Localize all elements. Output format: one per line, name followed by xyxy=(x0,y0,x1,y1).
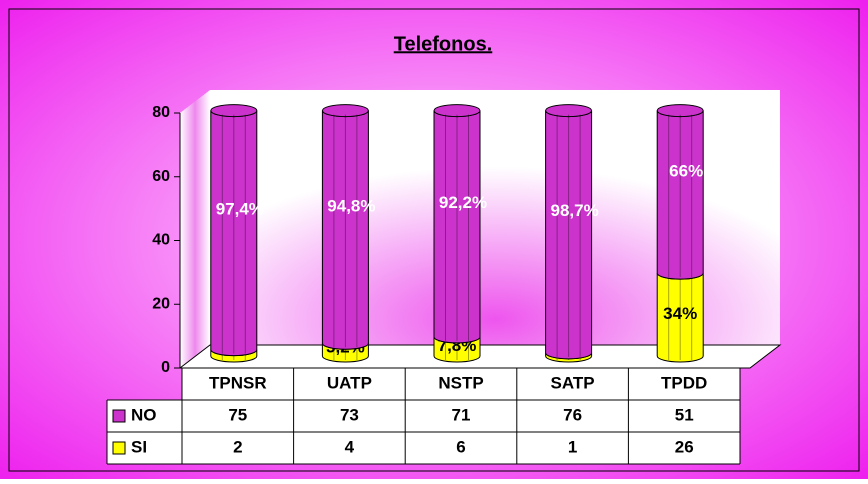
legend-label: SI xyxy=(131,437,147,456)
value-label: 34% xyxy=(663,304,697,323)
side-wall xyxy=(180,90,210,368)
chart-title: Telefonos. xyxy=(394,33,493,55)
x-tick-label: UATP xyxy=(327,373,372,392)
table-cell: 1 xyxy=(568,437,577,456)
value-label: 98,7% xyxy=(550,201,598,220)
value-label: 94,8% xyxy=(327,196,375,215)
cylinder-top xyxy=(545,104,593,118)
y-tick-label: 40 xyxy=(152,232,170,249)
y-tick-label: 0 xyxy=(161,359,170,376)
cylinder-top xyxy=(321,104,369,118)
cylinder-top xyxy=(210,104,258,118)
cylinder-top xyxy=(656,104,704,118)
cylinder-top xyxy=(433,104,481,118)
y-tick-label: 80 xyxy=(152,104,170,121)
legend-label: NO xyxy=(131,405,157,424)
table-cell: 2 xyxy=(233,437,242,456)
value-label: 92,2% xyxy=(439,193,487,212)
table-cell: 73 xyxy=(340,405,359,424)
table-cell: 75 xyxy=(228,405,247,424)
value-label: 66% xyxy=(669,161,703,180)
y-tick-label: 60 xyxy=(152,168,170,185)
x-tick-label: SATP xyxy=(551,373,595,392)
x-tick-label: TPNSR xyxy=(209,373,267,392)
table-cell: 26 xyxy=(675,437,694,456)
legend-swatch xyxy=(112,409,126,423)
table-cell: 6 xyxy=(456,437,465,456)
table-cell: 71 xyxy=(452,405,471,424)
x-tick-label: TPDD xyxy=(661,373,707,392)
table-cell: 76 xyxy=(563,405,582,424)
table-cell: 51 xyxy=(675,405,694,424)
x-tick-label: NSTP xyxy=(438,373,483,392)
value-label: 97,4% xyxy=(216,200,264,219)
table-head-bg xyxy=(182,368,740,400)
y-tick-label: 20 xyxy=(152,295,170,312)
table-cell: 4 xyxy=(345,437,355,456)
frame xyxy=(8,8,860,472)
legend-swatch xyxy=(112,441,126,455)
